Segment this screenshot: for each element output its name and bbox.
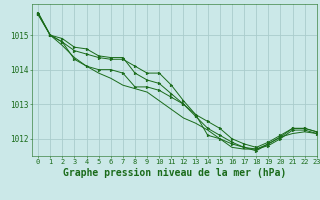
X-axis label: Graphe pression niveau de la mer (hPa): Graphe pression niveau de la mer (hPa) [63, 168, 286, 178]
